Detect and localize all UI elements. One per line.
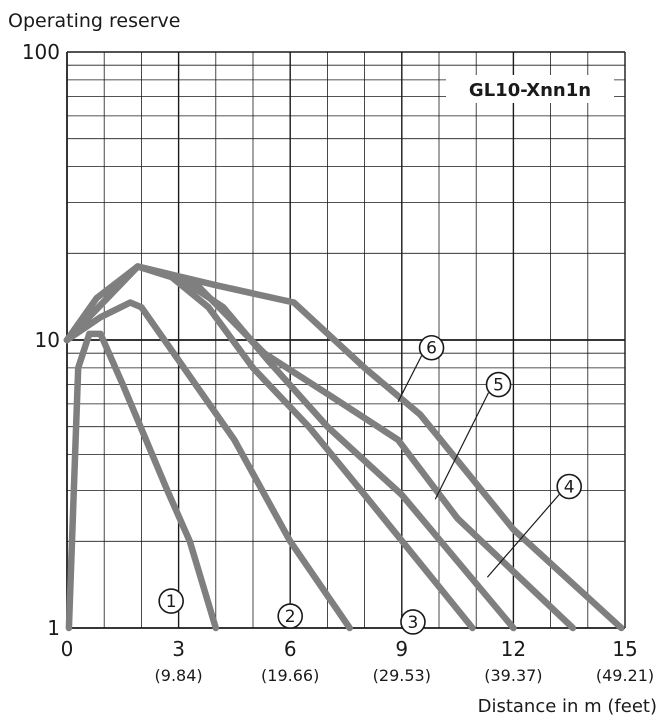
series-line-6 — [63, 263, 625, 632]
x-tick-label: 12 — [501, 637, 526, 661]
series-label-circle — [556, 473, 583, 500]
x-tick-sublabel: (19.66) — [261, 666, 319, 685]
series-label-circle — [277, 603, 304, 629]
y-tick-label: 10 — [35, 328, 60, 352]
series-line-2 — [63, 299, 353, 632]
series-label-3: 3 — [408, 613, 419, 633]
series-label-circle — [400, 609, 426, 635]
series-label-6: 6 — [426, 339, 437, 359]
series-label-circle — [418, 334, 445, 361]
x-axis-label: Distance in m (feet) — [478, 696, 657, 717]
chart-title-box: GL10-Xnn1n — [446, 75, 614, 103]
series-line-5 — [63, 263, 577, 632]
grid — [66, 51, 626, 629]
series-labels: 1 2 3 4 5 6 — [158, 334, 583, 635]
chart-title: GL10-Xnn1n — [469, 80, 591, 101]
series-label-5: 5 — [493, 376, 504, 396]
series-label-2: 2 — [285, 607, 296, 627]
x-tick-label: 3 — [172, 637, 185, 661]
y-tick-label: 100 — [22, 40, 60, 64]
x-tick-label: 6 — [284, 637, 297, 661]
series-label-leader — [434, 392, 490, 500]
series-label-4: 4 — [564, 477, 575, 497]
series-label-1: 1 — [166, 592, 177, 612]
x-tick-sublabel: (49.21) — [596, 666, 654, 685]
x-tick-sublabel: (39.37) — [484, 666, 542, 685]
series-line-1 — [65, 330, 220, 632]
series-lines — [63, 263, 625, 632]
series-label-circle — [485, 371, 512, 398]
y-tick-label: 1 — [47, 616, 60, 640]
series-label-leader — [486, 494, 560, 578]
x-tick-sublabel: (9.84) — [155, 666, 203, 685]
x-tick-label: 9 — [395, 637, 408, 661]
series-label-circle — [158, 588, 184, 614]
x-tick-label: 15 — [612, 637, 637, 661]
series-line-3 — [63, 263, 476, 632]
x-tick-label: 0 — [61, 637, 74, 661]
y-axis-label: Operating reserve — [8, 10, 180, 32]
series-label-leader — [397, 355, 423, 403]
x-tick-sublabel: (29.53) — [373, 666, 431, 685]
